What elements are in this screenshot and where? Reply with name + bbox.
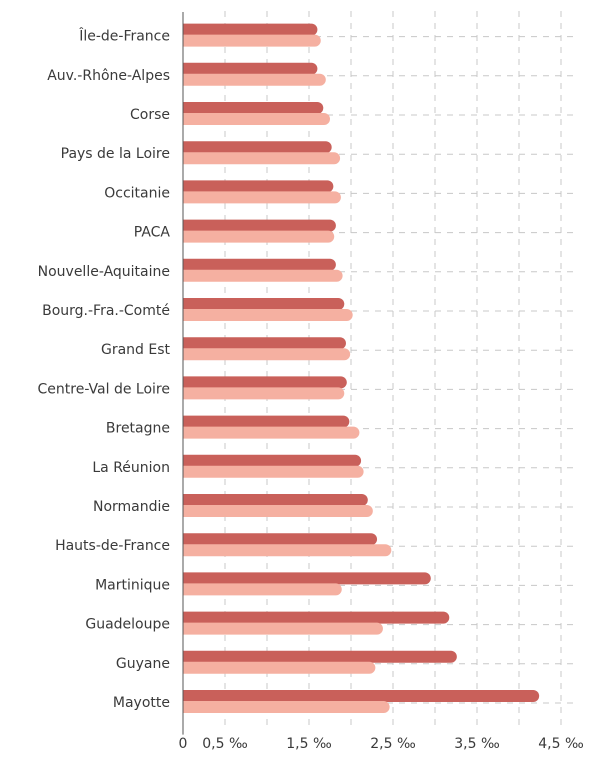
bar bbox=[177, 348, 351, 361]
bar bbox=[177, 269, 343, 282]
bar bbox=[177, 572, 431, 585]
bar bbox=[177, 141, 332, 154]
bar bbox=[177, 415, 350, 428]
y-tick-label: Centre-Val de Loire bbox=[38, 381, 170, 397]
y-tick-label: Auv.-Rhône-Alpes bbox=[47, 68, 170, 84]
bar bbox=[177, 690, 540, 702]
bar bbox=[177, 583, 342, 596]
bar bbox=[177, 152, 341, 165]
bar bbox=[177, 62, 318, 75]
bar bbox=[177, 219, 336, 232]
x-tick-label: 4,5 ‰ bbox=[538, 736, 584, 752]
x-tick-label: 1,5 ‰ bbox=[286, 736, 332, 752]
y-tick-label: Guyane bbox=[116, 656, 170, 672]
bar bbox=[177, 376, 347, 389]
bar bbox=[177, 494, 368, 506]
bar bbox=[177, 180, 334, 193]
bar bbox=[177, 622, 383, 635]
bar bbox=[177, 309, 353, 321]
y-tick-label: La Réunion bbox=[92, 460, 170, 476]
bar bbox=[177, 34, 321, 47]
y-tick-label: Hauts-de-France bbox=[55, 538, 170, 554]
y-tick-label: PACA bbox=[134, 225, 171, 241]
bar bbox=[177, 465, 364, 478]
bar bbox=[177, 426, 360, 439]
y-tick-label: Mayotte bbox=[113, 695, 170, 711]
bar bbox=[177, 650, 457, 663]
y-tick-label: Nouvelle-Aquitaine bbox=[38, 264, 170, 280]
bar bbox=[177, 102, 324, 114]
bar bbox=[177, 533, 378, 546]
x-tick-label: 3,5 ‰ bbox=[454, 736, 500, 752]
bar bbox=[177, 544, 392, 557]
bar bbox=[177, 505, 373, 517]
x-tick-label: 0,5 ‰ bbox=[202, 736, 248, 752]
bar bbox=[177, 387, 345, 400]
x-tick-label: 2,5 ‰ bbox=[370, 736, 416, 752]
bar bbox=[177, 661, 376, 674]
bar bbox=[177, 258, 336, 271]
x-tick-label: 0 bbox=[179, 736, 188, 752]
bar bbox=[177, 230, 335, 243]
y-tick-label: Occitanie bbox=[104, 185, 170, 201]
bar bbox=[177, 337, 346, 350]
bar bbox=[177, 191, 341, 204]
y-tick-label: Corse bbox=[130, 107, 170, 123]
bar bbox=[177, 611, 450, 624]
y-tick-label: Île-de-France bbox=[78, 27, 170, 45]
bar bbox=[177, 113, 330, 125]
bar bbox=[177, 701, 390, 713]
y-tick-label: Bourg.-Fra.-Comté bbox=[42, 303, 170, 319]
bar bbox=[177, 73, 326, 86]
bar bbox=[177, 454, 362, 467]
y-tick-label: Normandie bbox=[93, 499, 170, 515]
axis-mask bbox=[0, 0, 183, 733]
y-tick-label: Guadeloupe bbox=[85, 617, 170, 633]
bar bbox=[177, 298, 345, 310]
bar bbox=[177, 23, 318, 36]
y-tick-label: Bretagne bbox=[106, 421, 170, 437]
y-tick-label: Martinique bbox=[95, 577, 170, 593]
y-tick-label: Grand Est bbox=[101, 342, 171, 358]
y-tick-label: Pays de la Loire bbox=[61, 146, 170, 162]
